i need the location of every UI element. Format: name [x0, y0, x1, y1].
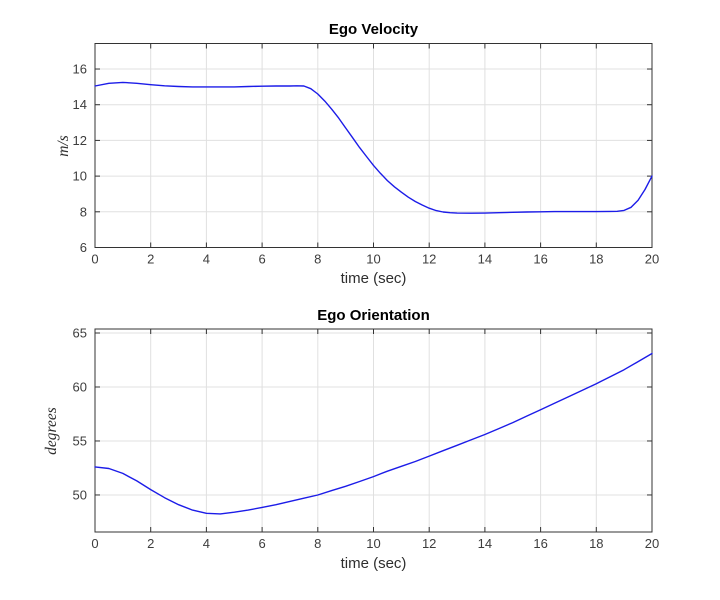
x-tick-label: 6 — [258, 252, 265, 267]
x-tick-label: 10 — [366, 252, 380, 267]
x-tick-label: 8 — [314, 252, 321, 267]
y-tick-label: 14 — [73, 97, 87, 112]
y-tick-label: 55 — [73, 433, 87, 448]
x-tick-label: 14 — [478, 536, 492, 551]
x-tick-label: 4 — [203, 252, 210, 267]
y-tick-label: 16 — [73, 62, 87, 77]
y-tick-label: 60 — [73, 379, 87, 394]
velocity-ylabel: m/s — [55, 135, 72, 157]
velocity-chart-title: Ego Velocity — [328, 21, 419, 38]
x-tick-label: 16 — [533, 536, 547, 551]
x-tick-label: 4 — [203, 536, 210, 551]
y-tick-label: 65 — [73, 325, 87, 340]
x-tick-label: 0 — [91, 536, 98, 551]
x-tick-label: 2 — [147, 252, 154, 267]
y-tick-label: 12 — [73, 133, 87, 148]
x-tick-label: 16 — [533, 252, 547, 267]
orientation-chart-title: Ego Orientation — [317, 307, 430, 324]
x-tick-label: 12 — [422, 252, 436, 267]
x-tick-label: 20 — [645, 252, 659, 267]
data-line-ego-velocity — [94, 81, 653, 214]
y-tick-label: 10 — [73, 169, 87, 184]
orientation-xlabel: time (sec) — [340, 555, 407, 572]
velocity-xlabel: time (sec) — [340, 270, 407, 287]
x-tick-label: 18 — [589, 252, 603, 267]
data-line-ego-orientation — [94, 352, 653, 515]
x-tick-label: 20 — [645, 536, 659, 551]
x-tick-label: 6 — [258, 536, 265, 551]
velocity-plot-svg: 0 2 4 6 8 10 12 14 16 18 20 6 8 10 12 14 16 — [73, 43, 659, 267]
orientation-ylabel: degrees — [43, 407, 60, 455]
x-tick-label: 0 — [91, 252, 98, 267]
x-tick-label: 18 — [589, 536, 603, 551]
x-tick-label: 2 — [147, 536, 154, 551]
y-tick-label: 50 — [73, 487, 87, 502]
x-tick-label: 8 — [314, 536, 321, 551]
x-tick-label: 10 — [366, 536, 380, 551]
x-tick-label: 12 — [422, 536, 436, 551]
x-tick-label: 14 — [478, 252, 492, 267]
y-tick-label: 6 — [80, 240, 87, 255]
orientation-plot-svg: 0 2 4 6 8 10 12 14 16 18 20 50 55 60 65 — [73, 325, 660, 551]
y-tick-label: 8 — [80, 204, 87, 219]
